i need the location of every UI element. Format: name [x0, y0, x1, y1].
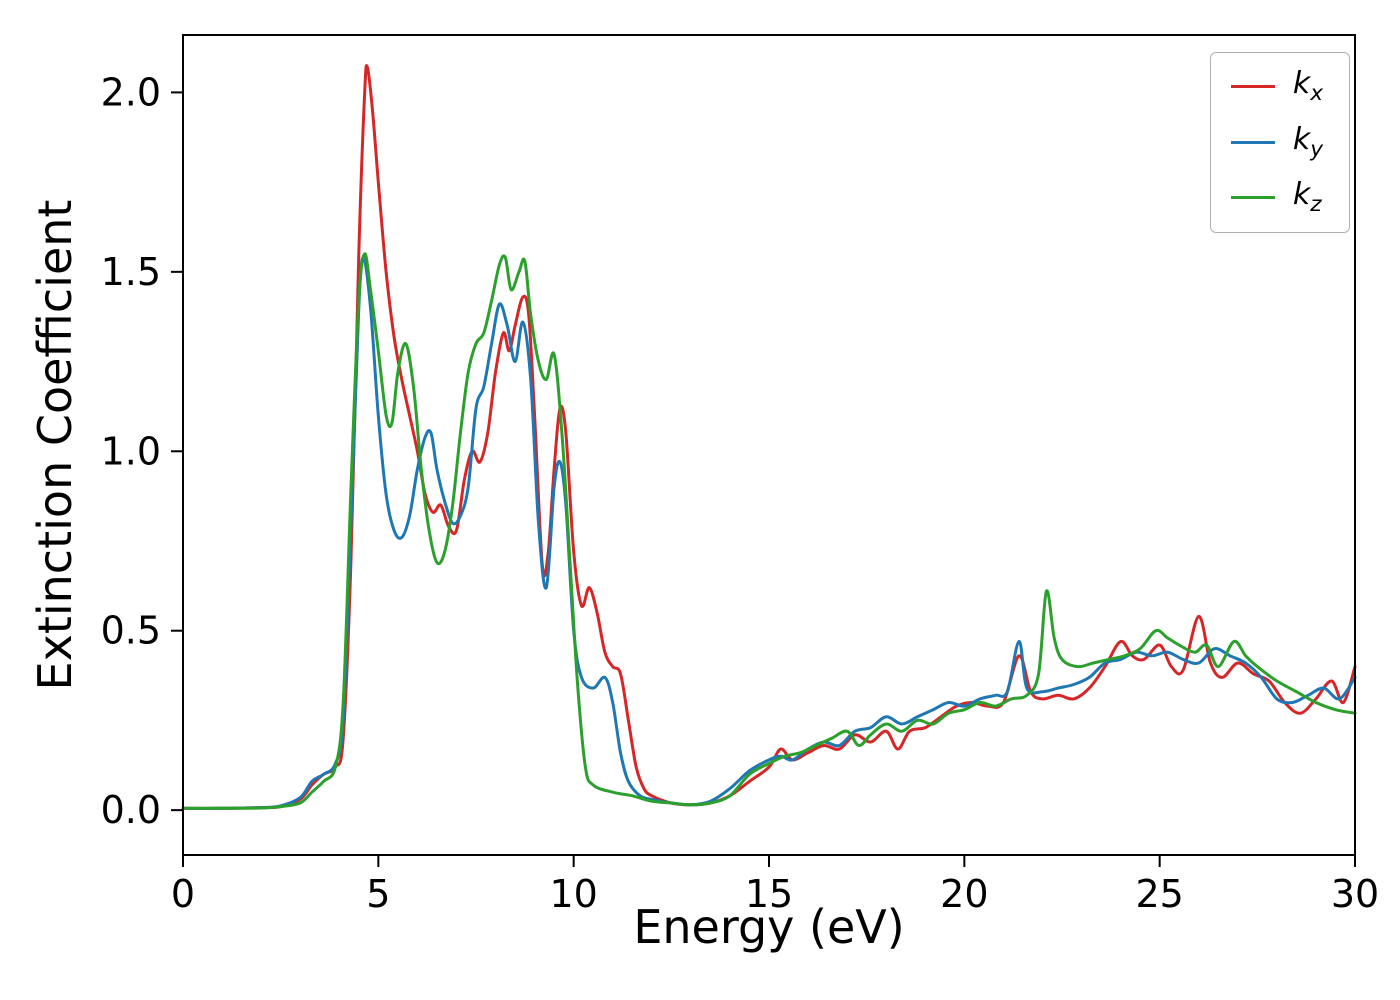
- x-tick-label: 0: [171, 872, 195, 916]
- x-tick-label: 15: [745, 872, 793, 916]
- legend-label-ky-base: k: [1292, 121, 1311, 157]
- x-tick-label: 20: [940, 872, 988, 916]
- x-tick-label: 30: [1331, 872, 1379, 916]
- series-line-k_z: [181, 252, 1357, 810]
- y-tick-label: 0.0: [101, 788, 161, 832]
- axes-frame: [182, 34, 1356, 856]
- legend-label-kz: kz: [1293, 180, 1322, 216]
- series-line-k_x: [181, 64, 1357, 810]
- legend-item-kx: kx: [1230, 69, 1323, 105]
- legend-label-kx-base: k: [1292, 66, 1311, 101]
- legend-label-ky: ky: [1292, 121, 1323, 162]
- legend-line-kx-swatch: [1230, 85, 1275, 89]
- y-tick-label: 0.5: [101, 609, 161, 653]
- legend-line-kz-swatch: [1230, 196, 1275, 200]
- legend-label-kz-sub: z: [1310, 192, 1322, 218]
- x-tick-label: 25: [1135, 872, 1183, 916]
- legend-line-ky-swatch: [1230, 140, 1275, 144]
- y-tick-label: 1.0: [101, 429, 161, 473]
- y-tick-label: 1.5: [101, 250, 161, 294]
- series-line-k_y: [181, 256, 1357, 810]
- legend-item-kz: kz: [1230, 180, 1323, 216]
- legend-label-kx-sub: x: [1310, 81, 1323, 106]
- legend: kx ky kz: [1209, 52, 1350, 233]
- x-axis-label: Energy (eV): [633, 900, 905, 954]
- legend-label-ky-sub: y: [1310, 136, 1323, 162]
- legend-label-kx: kx: [1293, 69, 1323, 105]
- x-tick-label: 5: [366, 872, 390, 916]
- y-tick-label: 2.0: [101, 70, 161, 114]
- x-tick-label: 10: [549, 872, 597, 916]
- y-axis-label: Extinction Coefficient: [28, 199, 82, 691]
- legend-item-ky: ky: [1230, 121, 1323, 162]
- legend-label-kz-base: k: [1292, 177, 1311, 213]
